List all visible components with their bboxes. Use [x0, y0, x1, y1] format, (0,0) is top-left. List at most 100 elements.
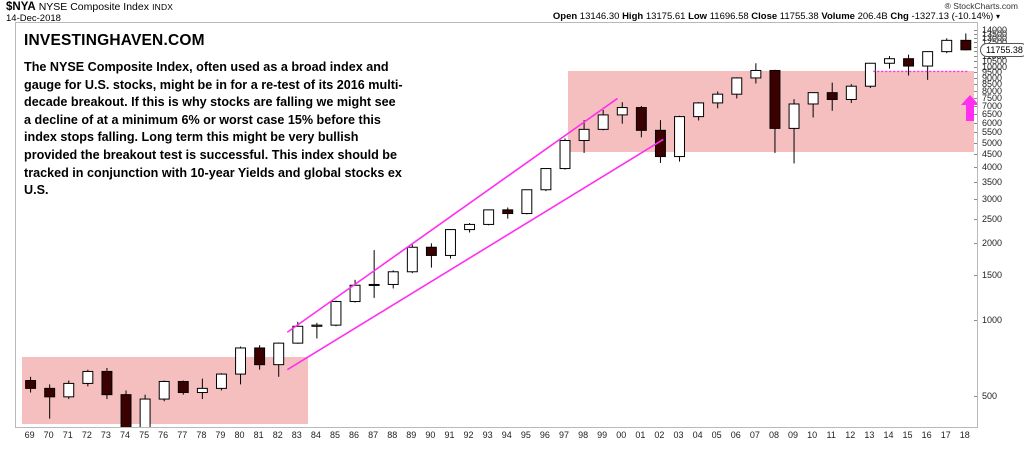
price-plot-area[interactable] [15, 22, 978, 428]
candle [139, 394, 151, 427]
candle [502, 207, 514, 219]
x-axis-tick: 76 [158, 430, 169, 440]
candle [597, 109, 609, 131]
x-axis-tick: 03 [673, 430, 684, 440]
x-axis-tick: 06 [730, 430, 741, 440]
candle [196, 378, 208, 400]
candle [559, 138, 571, 170]
open-value: 13146.30 [579, 11, 620, 22]
candle [616, 102, 628, 124]
current-price-tag: 11755.38 [980, 42, 1024, 57]
candle [731, 77, 743, 99]
candle [445, 229, 456, 259]
x-axis-tick: 84 [310, 430, 321, 440]
x-axis-tick: 81 [253, 430, 264, 440]
candle [769, 69, 781, 153]
x-axis-tick: 93 [482, 430, 493, 440]
x-axis-tick: 88 [387, 430, 398, 440]
change-value: -1327.13 (-10.14%) [911, 11, 994, 22]
candle [941, 38, 953, 54]
candle [63, 380, 75, 400]
candle [826, 82, 838, 111]
candle [82, 369, 94, 387]
x-axis-tick: 79 [215, 430, 226, 440]
symbol-name: NYSE Composite Index [38, 1, 149, 13]
symbol-type: INDX [152, 2, 174, 12]
x-axis-tick: 86 [349, 430, 360, 440]
x-axis-tick: 17 [940, 430, 951, 440]
channel-line-lower [286, 138, 664, 371]
candle [330, 300, 342, 327]
x-axis-tick: 00 [616, 430, 627, 440]
chart-date: 14-Dec-2018 [6, 13, 61, 24]
candle [387, 270, 399, 289]
x-axis-tick: 75 [139, 430, 150, 440]
x-axis-tick: 73 [100, 430, 111, 440]
x-axis-tick: 92 [463, 430, 474, 440]
change-label: Chg [890, 11, 909, 22]
x-axis-tick: 15 [902, 430, 913, 440]
candle [960, 33, 972, 51]
candle [807, 92, 819, 118]
annotation-text-block: INVESTINGHAVEN.COM The NYSE Composite In… [24, 32, 404, 200]
ohlc-quote-line: Open 13146.30 High 13175.61 Low 11696.58… [553, 11, 1000, 22]
candle [235, 346, 247, 385]
candle [903, 54, 915, 76]
candle [750, 63, 762, 84]
candle [674, 115, 685, 162]
x-axis-tick: 95 [520, 430, 531, 440]
x-axis-tick: 82 [272, 430, 283, 440]
low-label: Low [688, 11, 708, 22]
candle [406, 244, 418, 274]
candle [578, 120, 590, 153]
x-axis-tick: 87 [368, 430, 379, 440]
chevron-down-icon[interactable]: ▾ [995, 12, 1000, 21]
x-axis-tick: 91 [444, 430, 455, 440]
candle [788, 99, 800, 164]
x-axis-tick: 09 [788, 430, 799, 440]
x-axis-tick: 89 [406, 430, 417, 440]
candle [25, 376, 37, 393]
x-axis-tick: 98 [578, 430, 589, 440]
candle [254, 345, 266, 370]
x-axis-tick: 72 [81, 430, 92, 440]
close-label: Close [751, 11, 778, 22]
volume-label: Volume [821, 11, 855, 22]
candle [845, 84, 857, 103]
x-axis-tick: 02 [654, 430, 665, 440]
x-axis-tick: 08 [768, 430, 779, 440]
bullish-up-arrow-icon [960, 94, 977, 121]
channel-line-upper [286, 97, 618, 333]
candle [101, 367, 113, 400]
x-axis-tick: 12 [845, 430, 856, 440]
symbol-ticker[interactable]: $NYA [6, 1, 36, 13]
candle [368, 250, 380, 298]
x-axis-tick: 70 [43, 430, 54, 440]
candle [158, 380, 170, 402]
x-axis-tick: 04 [692, 430, 703, 440]
candle [693, 102, 705, 121]
candle [44, 384, 56, 419]
candle [922, 51, 934, 80]
x-axis-tick: 07 [749, 430, 760, 440]
x-axis-tick: 85 [329, 430, 340, 440]
x-axis-tick: 94 [501, 430, 512, 440]
x-axis-tick: 01 [635, 430, 646, 440]
candle [635, 105, 647, 138]
x-axis-tick: 90 [425, 430, 436, 440]
symbol-line: $NYA NYSE Composite Index INDX [6, 1, 173, 13]
annotation-title: INVESTINGHAVEN.COM [24, 32, 205, 49]
x-axis-tick: 05 [711, 430, 722, 440]
candle [349, 279, 361, 303]
x-axis-tick: 13 [864, 430, 875, 440]
x-axis-tick: 77 [177, 430, 188, 440]
y-axis: 500 1000 1500 2000 2500 3000 3500 4000 4500 5000 5… [974, 22, 1024, 428]
x-axis-tick: 80 [234, 430, 245, 440]
high-label: High [622, 11, 644, 22]
close-value: 11755.38 [779, 11, 819, 22]
x-axis-tick: 99 [597, 430, 608, 440]
candle [425, 243, 437, 268]
candle [120, 390, 132, 427]
low-value: 11696.58 [709, 11, 749, 22]
volume-value: 206.4B [857, 11, 888, 22]
